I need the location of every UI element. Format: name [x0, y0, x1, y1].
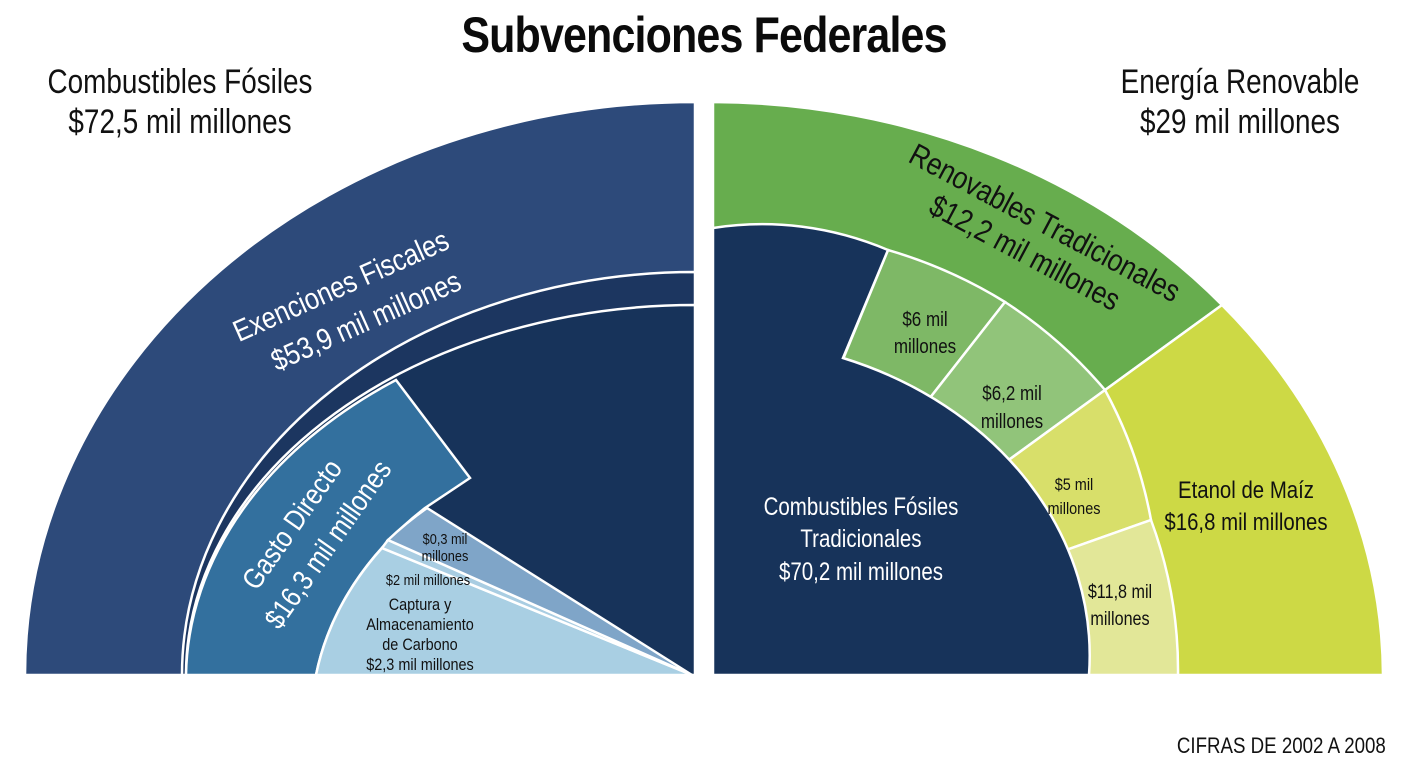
fossil-heading-total: $72,5 mil millones: [68, 103, 292, 141]
label-03-line1: $0,3 mil: [423, 530, 468, 547]
label-118-line1: $11,8 mil: [1088, 581, 1152, 603]
fossil-heading-name: Combustibles Fósiles: [47, 63, 313, 101]
label-6-line1: $6 mil: [902, 308, 947, 331]
renewable-heading-total: $29 mil millones: [1140, 103, 1340, 141]
footnote-years: CIFRAS DE 2002 A 2008: [1177, 733, 1386, 758]
label-etanol-name: Etanol de Maíz: [1178, 476, 1314, 503]
label-captura-line2: Almacenamiento: [366, 616, 474, 634]
label-captura-line1: Captura y: [389, 596, 452, 614]
label-62-line1: $6,2 mil: [982, 382, 1041, 405]
label-5-line1: $5 mil: [1055, 476, 1094, 494]
label-captura-line4: $2,3 mil millones: [366, 656, 474, 674]
label-62-line2: millones: [981, 410, 1043, 433]
label-118-line2: millones: [1090, 608, 1149, 630]
label-fossil-core-line2: Tradicionales: [800, 524, 921, 552]
segment-03-mil[interactable]: [385, 506, 693, 677]
label-6-line2: millones: [894, 335, 956, 358]
segment-combustibles-tradicionales[interactable]: [711, 222, 1091, 677]
label-etanol-value: $16,8 mil millones: [1164, 508, 1327, 535]
chart-title: Subvenciones Federales: [461, 7, 947, 63]
label-fossil-core-line3: $70,2 mil millones: [779, 557, 943, 585]
label-captura-line3: de Carbono: [382, 636, 458, 654]
fossil-fuels-chart: [23, 100, 697, 677]
fossil-fuels-heading: Combustibles Fósiles $72,5 mil millones: [32, 62, 327, 142]
renewable-heading-name: Energía Renovable: [1120, 63, 1360, 101]
renewable-energy-heading: Energía Renovable $29 mil millones: [1088, 62, 1391, 142]
label-2-mil: $2 mil millones: [386, 571, 470, 588]
label-5-line2: millones: [1048, 500, 1101, 518]
label-fossil-core-line1: Combustibles Fósiles: [764, 492, 959, 520]
renewable-energy-chart: [709, 100, 1385, 678]
label-03-line2: millones: [422, 547, 469, 564]
